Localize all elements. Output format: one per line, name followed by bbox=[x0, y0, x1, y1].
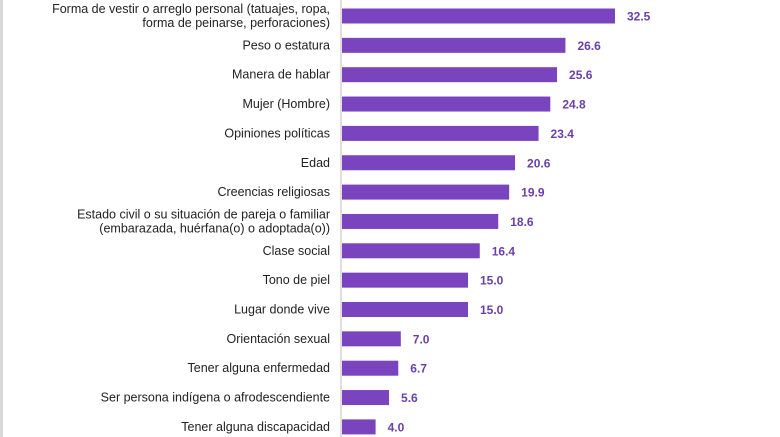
value-label-1: 26.6 bbox=[577, 39, 601, 53]
bar-1 bbox=[342, 37, 566, 53]
category-label-6: Creencias religiosas bbox=[217, 185, 330, 199]
bar-0 bbox=[342, 8, 615, 24]
value-label-11: 7.0 bbox=[413, 332, 430, 346]
bar-10 bbox=[342, 302, 468, 317]
value-label-0: 32.5 bbox=[627, 10, 651, 24]
value-label-14: 4.0 bbox=[388, 420, 405, 434]
value-label-7: 18.6 bbox=[510, 215, 534, 229]
bar-4 bbox=[342, 125, 539, 141]
bar-3 bbox=[342, 96, 551, 112]
category-label-14: Tener alguna discapacidad bbox=[181, 420, 330, 434]
bar-12 bbox=[342, 360, 399, 376]
value-label-10: 15.0 bbox=[480, 303, 504, 317]
category-label-7: Estado civil o su situación de pareja o … bbox=[77, 207, 330, 235]
bar-7 bbox=[342, 213, 499, 229]
bar-6 bbox=[342, 184, 510, 200]
category-label-9: Tono de piel bbox=[263, 273, 330, 287]
bar-13 bbox=[342, 390, 390, 406]
value-label-4: 23.4 bbox=[551, 127, 575, 141]
bar-9 bbox=[342, 272, 468, 288]
value-label-2: 25.6 bbox=[569, 68, 593, 82]
bar-14 bbox=[342, 419, 376, 435]
value-label-13: 5.6 bbox=[401, 391, 418, 405]
value-label-12: 6.7 bbox=[410, 362, 427, 376]
category-label-5: Edad bbox=[301, 156, 330, 170]
category-label-4: Opiniones políticas bbox=[224, 126, 330, 140]
category-label-8: Clase social bbox=[263, 244, 330, 258]
value-label-9: 15.0 bbox=[480, 274, 504, 288]
category-label-13: Ser persona indígena o afrodescendiente bbox=[101, 391, 330, 405]
category-label-12: Tener alguna enfermedad bbox=[188, 361, 331, 375]
left-border bbox=[0, 0, 3, 437]
category-label-1: Peso o estatura bbox=[242, 38, 330, 52]
bar-5 bbox=[342, 155, 516, 171]
category-label-3: Mujer (Hombre) bbox=[242, 97, 330, 111]
category-label-11: Orientación sexual bbox=[226, 332, 330, 346]
bar-2 bbox=[342, 67, 558, 83]
value-label-3: 24.8 bbox=[562, 98, 586, 112]
value-label-8: 16.4 bbox=[492, 244, 516, 258]
bar-11 bbox=[342, 331, 401, 347]
value-label-6: 19.9 bbox=[521, 186, 545, 200]
bar-8 bbox=[342, 243, 480, 259]
value-label-5: 20.6 bbox=[527, 156, 551, 170]
category-label-2: Manera de hablar bbox=[232, 68, 330, 82]
category-label-0: Forma de vestir o arreglo personal (tatu… bbox=[52, 2, 330, 30]
category-label-10: Lugar donde vive bbox=[234, 303, 330, 317]
